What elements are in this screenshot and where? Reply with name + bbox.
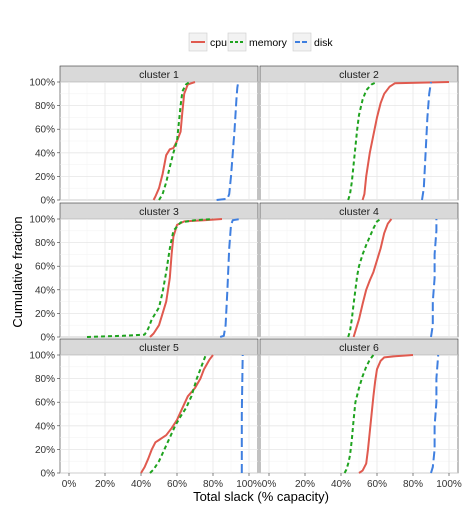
panel-cluster-5: cluster 5 0% 20% 40% 60% 80% 100% 0% 20% 40% 60% 80…: [29, 338, 262, 490]
x-tick-label: 0%: [262, 479, 277, 490]
legend-label: memory: [249, 37, 288, 49]
series-line-disk: [240, 354, 244, 473]
y-tick-label: 100%: [29, 78, 55, 89]
y-tick-label: 40%: [35, 421, 55, 432]
panel-strip-label: cluster 1: [139, 69, 179, 81]
x-tick-label: 40%: [331, 479, 351, 490]
panel-grid: cluster 1 0% 20% 40% 60% 80% 100% cluster 2 clus…: [29, 65, 462, 490]
y-tick-label: 100%: [29, 351, 55, 362]
y-tick-label: 0%: [41, 196, 56, 207]
x-tick-label: 80%: [203, 479, 223, 490]
series-line-cpu: [361, 81, 450, 201]
x-tick-label: 100%: [236, 479, 262, 490]
panel-strip-label: cluster 5: [139, 342, 179, 354]
series-line-disk: [219, 218, 241, 338]
y-tick-label: 40%: [35, 285, 55, 296]
y-tick-label: 80%: [35, 374, 55, 385]
series-line-disk: [421, 81, 432, 201]
x-tick-label: 20%: [295, 479, 315, 490]
series-line-memory: [347, 81, 378, 201]
series-line-memory: [343, 354, 375, 474]
series-line-memory: [347, 218, 382, 338]
panel-cluster-2: cluster 2: [259, 65, 459, 201]
x-axis-title: Total slack (% capacity): [193, 489, 329, 504]
x-tick-label: 0%: [62, 479, 77, 490]
legend-label: cpu: [210, 37, 227, 49]
series-line-memory: [86, 218, 214, 338]
series-line-memory: [158, 81, 191, 201]
y-tick-label: 100%: [29, 215, 55, 226]
series-line-cpu: [140, 354, 214, 474]
y-tick-label: 20%: [35, 172, 55, 183]
panel-strip-label: cluster 2: [339, 69, 379, 81]
panel-cluster-6: cluster 6 0% 20% 40% 60% 80% 100%: [259, 338, 462, 490]
series-line-cpu: [358, 354, 414, 474]
series-line-memory: [149, 354, 207, 474]
legend-label: disk: [314, 37, 333, 49]
panel-strip-label: cluster 3: [139, 206, 179, 218]
x-tick-label: 80%: [403, 479, 423, 490]
y-axis-title: Cumulative fraction: [10, 216, 25, 327]
legend: cpu memory disk: [188, 32, 333, 52]
panel-strip-label: cluster 6: [339, 342, 379, 354]
series-line-disk: [216, 81, 240, 201]
x-tick-label: 100%: [436, 479, 462, 490]
y-tick-label: 80%: [35, 238, 55, 249]
x-tick-label: 60%: [167, 479, 187, 490]
panel-cluster-4: cluster 4: [259, 202, 459, 338]
x-tick-label: 40%: [131, 479, 151, 490]
y-tick-label: 0%: [41, 333, 56, 344]
x-tick-label: 60%: [367, 479, 387, 490]
series-line-disk: [430, 354, 440, 474]
y-tick-label: 60%: [35, 398, 55, 409]
panel-cluster-1: cluster 1 0% 20% 40% 60% 80% 100%: [29, 65, 259, 207]
legend-item-cpu: cpu: [188, 32, 227, 52]
panel-cluster-3: cluster 3 0% 20% 40% 60% 80% 100%: [29, 202, 259, 344]
y-tick-label: 20%: [35, 309, 55, 320]
y-tick-label: 0%: [41, 469, 56, 480]
series-line-disk: [430, 219, 438, 338]
y-tick-label: 60%: [35, 125, 55, 136]
x-tick-label: 20%: [95, 479, 115, 490]
y-tick-label: 20%: [35, 445, 55, 456]
legend-item-disk: disk: [292, 32, 333, 52]
series-line-cpu: [152, 81, 196, 201]
y-tick-label: 40%: [35, 148, 55, 159]
legend-item-memory: memory: [227, 32, 288, 52]
y-tick-label: 60%: [35, 262, 55, 273]
series-line-cpu: [352, 218, 393, 338]
panel-strip-label: cluster 4: [339, 206, 379, 218]
y-tick-label: 80%: [35, 101, 55, 112]
